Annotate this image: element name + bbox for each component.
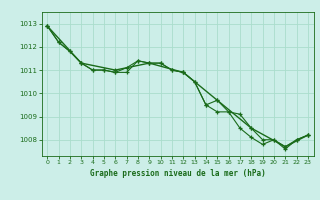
- X-axis label: Graphe pression niveau de la mer (hPa): Graphe pression niveau de la mer (hPa): [90, 169, 266, 178]
